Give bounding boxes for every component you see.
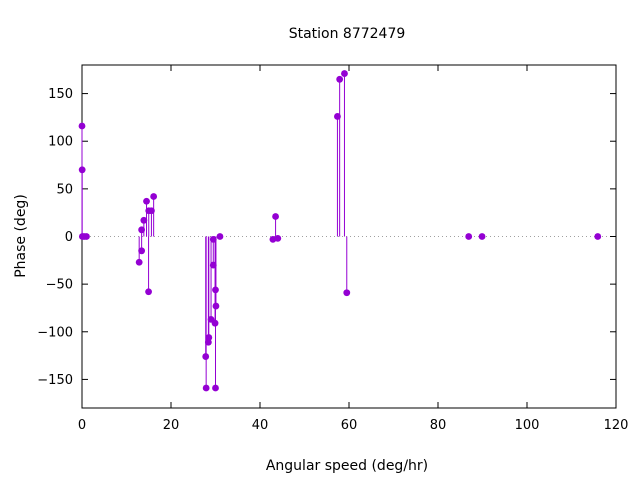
- x-tick-label: 40: [252, 418, 269, 433]
- data-point: [140, 216, 148, 224]
- x-axis-title: Angular speed (deg/hr): [266, 458, 428, 474]
- data-point: [212, 384, 219, 392]
- data-point: [143, 197, 150, 205]
- y-tick-label: 50: [56, 182, 73, 197]
- x-tick-label: 20: [163, 418, 180, 433]
- data-point: [478, 233, 486, 240]
- y-axis-title: Phase (deg): [13, 194, 29, 278]
- data-point: [205, 334, 213, 341]
- x-tick-label: 100: [515, 418, 540, 433]
- data-point: [465, 233, 473, 240]
- data-point: [334, 113, 341, 120]
- y-tick-label: 0: [65, 230, 73, 245]
- data-point: [341, 70, 348, 77]
- data-point: [216, 233, 224, 240]
- data-point: [145, 288, 152, 296]
- y-tick-label: −150: [37, 373, 73, 388]
- data-point: [202, 353, 210, 360]
- x-tick-label: 120: [604, 418, 629, 433]
- y-tick-label: 100: [48, 135, 73, 150]
- data-point: [272, 213, 279, 220]
- data-point: [78, 122, 86, 130]
- x-tick-label: 60: [341, 418, 358, 433]
- y-tick-label: −50: [46, 278, 73, 293]
- data-point: [274, 235, 282, 242]
- data-point: [138, 247, 146, 255]
- y-tick-label: 150: [48, 87, 73, 102]
- data-point: [212, 302, 220, 310]
- data-point: [336, 75, 344, 83]
- data-point: [343, 289, 351, 297]
- data-point: [148, 207, 155, 215]
- x-tick-label: 80: [430, 418, 447, 433]
- data-point: [150, 193, 158, 200]
- data-point: [138, 226, 146, 234]
- data-point: [83, 233, 90, 240]
- data-point: [135, 258, 143, 266]
- data-point: [212, 286, 219, 294]
- data-point: [209, 261, 217, 269]
- x-tick-label: 0: [78, 418, 86, 433]
- data-point: [78, 166, 86, 174]
- y-tick-label: −100: [37, 325, 73, 340]
- data-point: [211, 319, 219, 327]
- data-point: [202, 384, 210, 392]
- data-point: [209, 235, 217, 243]
- data-point: [594, 233, 602, 240]
- chart-title: Station 8772479: [289, 26, 406, 42]
